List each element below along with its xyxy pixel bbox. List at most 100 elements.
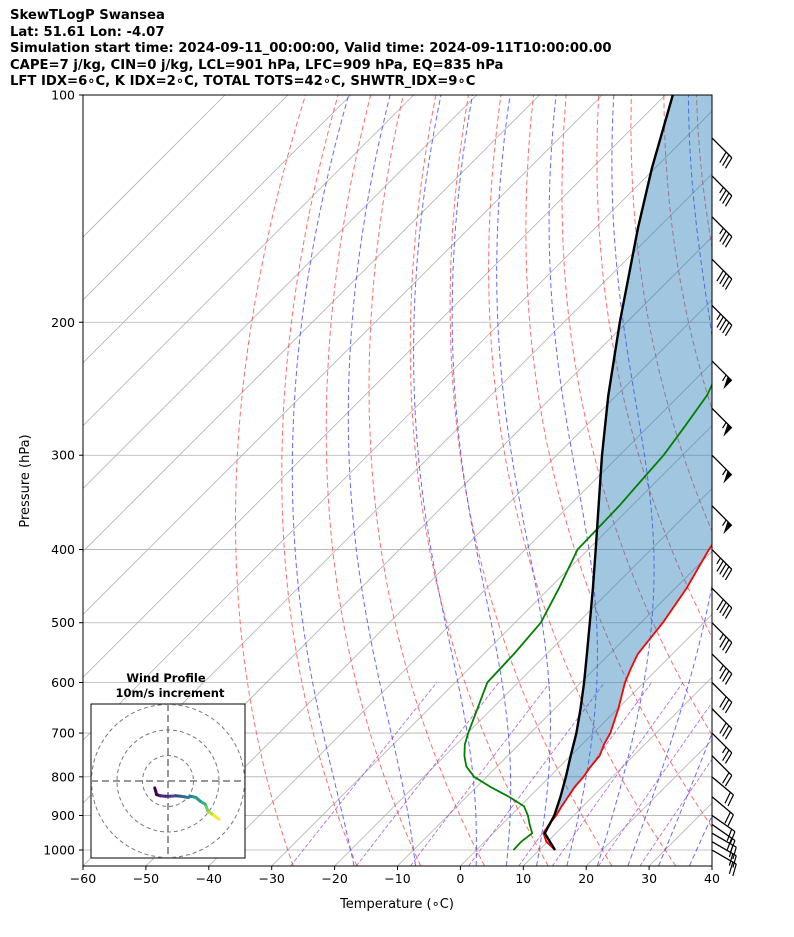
- barb-half: [719, 227, 724, 235]
- barb-staff: [711, 823, 736, 842]
- wind-barb: [711, 175, 733, 207]
- wind-barb: [711, 776, 734, 807]
- isotherm: [460, 613, 712, 866]
- barb-full: [716, 599, 724, 611]
- barb-full: [724, 791, 731, 804]
- barb-half: [719, 664, 724, 672]
- y-tick-label: 500: [51, 615, 75, 630]
- barb-flag: [723, 423, 732, 437]
- isotherm: [523, 676, 712, 866]
- mixing-ratio-line: [551, 682, 684, 866]
- y-tick-label: 900: [51, 808, 75, 823]
- hodograph-subtitle: 10m/s increment: [116, 686, 225, 700]
- isotherm: [397, 550, 712, 866]
- barb-staff: [711, 304, 733, 326]
- barb-full: [716, 270, 724, 282]
- barb-half: [719, 633, 724, 641]
- barb-full: [722, 233, 730, 245]
- barb-full: [719, 230, 727, 242]
- barb-full: [726, 837, 733, 850]
- barb-staff: [711, 796, 734, 816]
- barb-full: [722, 749, 730, 761]
- barb-full: [719, 636, 727, 648]
- temperature-line: [542, 543, 712, 851]
- isotherm: [83, 95, 540, 553]
- moist-adiabat: [658, 731, 712, 866]
- barb-half: [722, 374, 727, 382]
- isotherm: [83, 95, 226, 238]
- barb-full: [724, 811, 731, 824]
- wind-barbs: [711, 137, 737, 877]
- barb-full: [729, 831, 736, 844]
- stability-parameters: CAPE=7 j/kg, CIN=0 j/kg, LCL=901 hPa, LF…: [10, 57, 504, 73]
- barb-half: [719, 186, 724, 194]
- barb-full: [724, 673, 733, 685]
- barb-full: [724, 195, 733, 207]
- isotherm: [334, 488, 712, 866]
- isotherm: [83, 95, 666, 678]
- barb-staff: [711, 258, 733, 280]
- dry-adiabat: [663, 95, 712, 411]
- barb-staff: [711, 732, 733, 754]
- barb-full: [719, 319, 727, 331]
- barb-staff: [711, 814, 736, 833]
- barb-flag: [723, 521, 732, 535]
- isotherm: [83, 95, 352, 364]
- wind-barb: [711, 708, 733, 740]
- wind-barb: [711, 258, 733, 290]
- barb-staff: [711, 137, 733, 159]
- hodograph-segment: [214, 815, 221, 821]
- barb-full: [724, 728, 733, 740]
- wind-barb: [711, 814, 736, 844]
- barb-full: [722, 275, 730, 288]
- barb-full: [726, 829, 733, 841]
- barb-half: [722, 469, 727, 476]
- barb-staff: [711, 653, 733, 675]
- barb-full: [722, 670, 730, 682]
- x-tick-label: 30: [641, 871, 657, 886]
- barb-full: [724, 157, 733, 169]
- isotherm: [208, 362, 712, 866]
- isotherm: [271, 425, 712, 866]
- dry-adiabat: [525, 95, 712, 828]
- moist-adiabat: [291, 95, 355, 866]
- barb-full: [732, 863, 737, 877]
- isotherm: [83, 110, 712, 741]
- barb-staff: [711, 776, 734, 796]
- x-tick-label: −30: [259, 871, 285, 886]
- x-axis-label: Temperature (∘C): [339, 897, 454, 912]
- barb-staff: [711, 755, 733, 776]
- barb-full: [719, 189, 727, 202]
- barb-full: [724, 775, 733, 787]
- barb-full: [727, 814, 734, 827]
- barb-full: [719, 602, 727, 614]
- barb-staff: [711, 622, 733, 643]
- barb-full: [732, 847, 737, 860]
- moist-adiabat: [627, 95, 712, 866]
- dry-adiabat: [281, 95, 358, 866]
- wind-barb: [711, 304, 733, 337]
- simulation-times: Simulation start time: 2024-09-11_00:00:…: [10, 41, 612, 56]
- dry-adiabat: [235, 95, 306, 866]
- barb-full: [719, 667, 727, 680]
- barb-half: [716, 557, 721, 565]
- x-axis: −60 −50 −40 −30 −20 −10 0 10 20 30 40: [70, 866, 720, 886]
- barb-full: [732, 855, 737, 868]
- moist-adiabat: [496, 95, 551, 866]
- dry-adiabat: [449, 95, 613, 866]
- y-axis-label: Pressure (hPa): [18, 434, 33, 527]
- mixing-ratio-line: [468, 682, 605, 866]
- cape-area: [543, 95, 712, 850]
- barb-full: [724, 236, 733, 248]
- moist-adiabat: [451, 95, 512, 866]
- barb-full: [722, 772, 730, 784]
- x-tick-label: −50: [133, 871, 159, 886]
- stability-indices: LFT IDX=6∘C, K IDX=2∘C, TOTAL TOTS=42∘C,…: [10, 74, 476, 89]
- wind-barb: [711, 682, 733, 714]
- barb-full: [728, 853, 734, 866]
- x-tick-label: 20: [578, 871, 594, 886]
- wind-barb: [711, 216, 733, 248]
- barb-full: [722, 604, 730, 617]
- barb-full: [724, 752, 733, 764]
- y-tick-label: 100: [51, 88, 75, 103]
